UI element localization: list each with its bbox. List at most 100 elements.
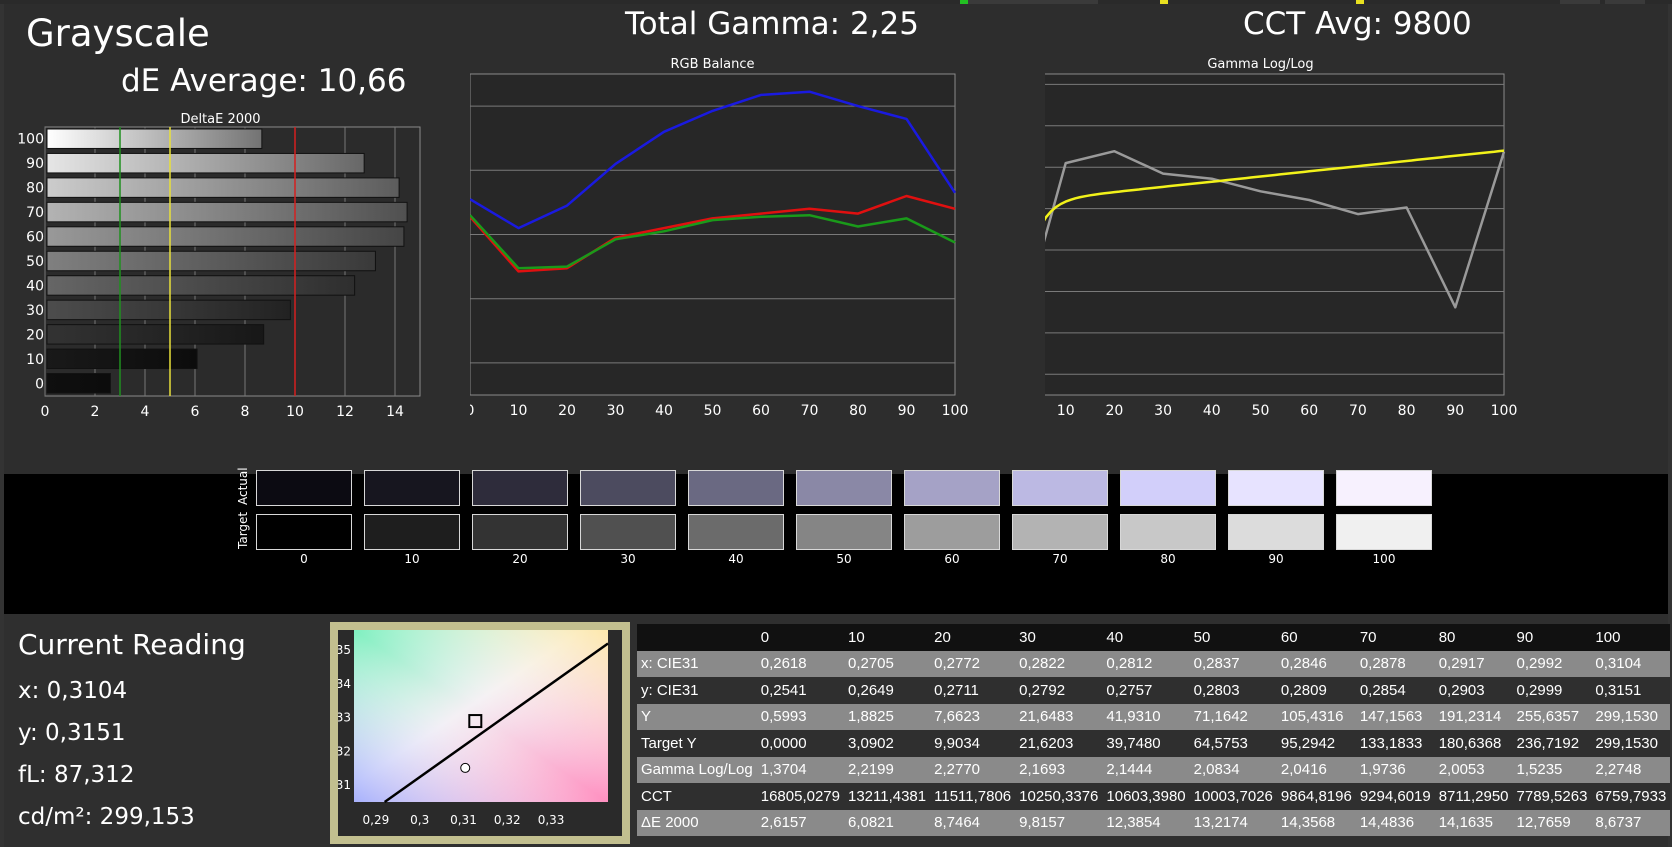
table-cell: 0,2792 xyxy=(1019,681,1066,699)
target-swatch xyxy=(1012,514,1108,550)
y-category-label: 20 xyxy=(26,327,44,343)
table-cell: 1,5235 xyxy=(1516,761,1563,779)
table-cell: 10003,7026 xyxy=(1193,787,1273,805)
swatch-step-label: 40 xyxy=(728,552,744,566)
table-cell: 2,2770 xyxy=(934,761,981,779)
toolbar-button-2[interactable] xyxy=(1605,0,1645,4)
table-cell: 299,1530 xyxy=(1595,734,1658,752)
actual-swatch xyxy=(688,470,784,506)
x-tick-label: 20 xyxy=(558,403,576,419)
swatch-step-label: 20 xyxy=(512,552,528,566)
x-tick-label: 6 xyxy=(191,404,200,420)
swatch-step-label: 100 xyxy=(1372,552,1396,566)
row-label: Gamma Log/Log xyxy=(641,761,753,779)
table-cell: 2,2748 xyxy=(1595,761,1642,779)
table-cell: 13,2174 xyxy=(1193,814,1248,832)
table-row: Y 0,5993 1,8825 7,6623 21,6483 41,9310 71,1642… xyxy=(637,703,1671,730)
table-cell: 7,6623 xyxy=(934,708,981,726)
row-label: Target Y xyxy=(641,734,697,752)
top-toolbar-strip xyxy=(0,0,1672,4)
table-cell: 0,2837 xyxy=(1193,655,1240,673)
x-tick-label: 80 xyxy=(1398,403,1416,419)
y-category-label: 80 xyxy=(26,181,44,197)
swatch-step-label: 70 xyxy=(1052,552,1068,566)
table-cell: 8711,2950 xyxy=(1438,787,1509,805)
table-cell: 2,1693 xyxy=(1019,761,1066,779)
swatch-step-label: 60 xyxy=(944,552,960,566)
swatch-step-label: 0 xyxy=(300,552,308,566)
table-cell: 2,2199 xyxy=(847,761,894,779)
planckian-locus-line xyxy=(383,642,609,804)
target-row-label: Target xyxy=(236,511,250,549)
column-header: 50 xyxy=(1193,628,1211,646)
table-cell: 2,0053 xyxy=(1438,761,1485,779)
target-swatch xyxy=(796,514,892,550)
table-cell: 0,2999 xyxy=(1516,681,1563,699)
target-swatch xyxy=(688,514,784,550)
table-row: ΔE 2000 2,6157 6,0821 8,7464 9,8157 12,3854 13… xyxy=(637,809,1671,836)
x-tick-label: 10 xyxy=(1057,403,1075,419)
table-row: Gamma Log/Log 1,3704 2,2199 2,2770 2,1693 2,1… xyxy=(637,756,1671,783)
table-cell: 71,1642 xyxy=(1193,708,1248,726)
x-tick-label: 0,31 xyxy=(450,813,477,827)
series-line xyxy=(1045,149,1505,222)
table-cell: 6,0821 xyxy=(847,814,894,832)
table-cell: 9,9034 xyxy=(934,734,981,752)
table-row: Target Y 0,0000 3,0902 9,9034 21,6203 39,7480… xyxy=(637,730,1671,757)
table-cell: 236,7192 xyxy=(1516,734,1580,752)
x-tick-label: 70 xyxy=(801,403,819,419)
table-cell: 133,1833 xyxy=(1359,734,1423,752)
table-cell: 299,1530 xyxy=(1595,708,1658,726)
chart-title: Gamma Log/Log xyxy=(1207,57,1313,72)
deltae-bar xyxy=(46,348,198,370)
table-cell: 16805,0279 xyxy=(760,787,840,805)
x-tick-label: 0,29 xyxy=(363,813,390,827)
column-header: 100 xyxy=(1595,628,1621,646)
series-line xyxy=(1045,149,1506,309)
y-category-label: 0 xyxy=(35,376,44,392)
x-tick-label: 0 xyxy=(470,403,474,419)
table-cell: 0,2705 xyxy=(847,655,894,673)
table-cell: 0,2854 xyxy=(1359,681,1406,699)
toolbar-yellow-indicator-2 xyxy=(1356,0,1364,4)
x-tick-label: 4 xyxy=(141,404,150,420)
x-tick-label: 0 xyxy=(41,404,50,420)
table-corner-cell xyxy=(637,624,757,651)
toolbar-button[interactable] xyxy=(1560,0,1600,4)
x-tick-label: 10 xyxy=(510,403,528,419)
table-cell: 0,2649 xyxy=(847,681,894,699)
column-header: 0 xyxy=(760,628,770,646)
reading-fl: fL: 87,312 xyxy=(18,762,135,788)
table-cell: 14,1635 xyxy=(1438,814,1493,832)
rgb-balance-chart: RGB Balance40200-20-40010203040506070809… xyxy=(470,57,968,419)
x-tick-label: 90 xyxy=(1446,403,1464,419)
table-cell: 95,2942 xyxy=(1280,734,1336,752)
table-cell: 6759,7933 xyxy=(1595,787,1667,805)
column-header: 70 xyxy=(1359,628,1377,646)
actual-swatch xyxy=(1228,470,1324,506)
table-cell: 0,2757 xyxy=(1106,681,1153,699)
table-cell: 0,2711 xyxy=(934,681,979,699)
table-cell: 9294,6019 xyxy=(1359,787,1431,805)
table-cell: 0,2618 xyxy=(760,655,807,673)
table-cell: 0,3104 xyxy=(1595,655,1642,673)
table-cell: 0,5993 xyxy=(760,708,807,726)
actual-swatch xyxy=(472,470,568,506)
table-cell: 13211,4381 xyxy=(847,787,927,805)
current-reading-panel xyxy=(4,614,1668,847)
table-cell: 41,9310 xyxy=(1106,708,1161,726)
table-row: CCT 16805,0279 13211,4381 11511,7806 10250,3… xyxy=(637,783,1671,810)
gamma-log-log-chart: Gamma Log/Log2,62,42,221,81,61,41,201020… xyxy=(1045,57,1517,419)
y-category-label: 40 xyxy=(26,278,44,294)
series-line xyxy=(470,194,956,273)
table-cell: 64,5753 xyxy=(1193,734,1248,752)
table-cell: 0,2822 xyxy=(1019,655,1066,673)
x-tick-label: 10 xyxy=(286,404,304,420)
deltae-bar xyxy=(46,299,291,321)
row-label: Y xyxy=(641,708,652,726)
table-cell: 14,3568 xyxy=(1280,814,1336,832)
deltae-bar xyxy=(46,128,263,149)
target-swatch xyxy=(580,514,676,550)
table-cell: 2,0416 xyxy=(1280,761,1327,779)
measured-point-marker xyxy=(460,762,471,773)
